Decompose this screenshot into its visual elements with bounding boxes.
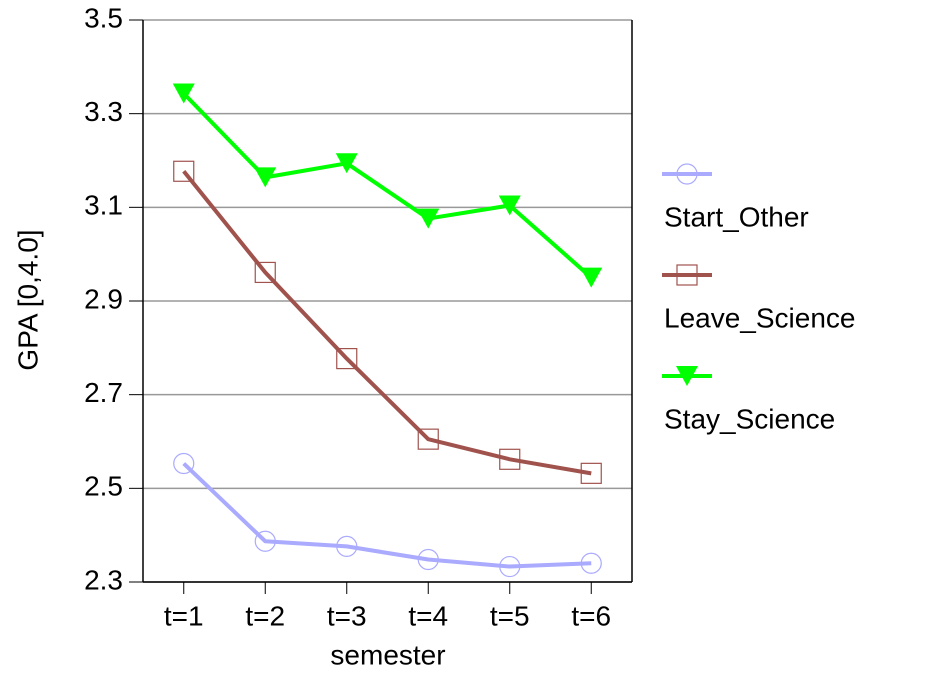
data-point (335, 153, 358, 174)
y-tick-label: 3.3 (84, 96, 123, 127)
series-line (182, 462, 592, 569)
data-point (417, 428, 439, 450)
legend-label: Stay_Science (664, 403, 835, 434)
series-line (182, 92, 593, 280)
data-point (580, 462, 602, 484)
y-tick-label: 2.5 (84, 471, 123, 502)
legend-marker (676, 366, 698, 386)
data-point (498, 195, 521, 216)
data-point (499, 448, 521, 470)
x-tick-label: t=1 (164, 600, 204, 631)
y-tick-label: 2.3 (84, 564, 123, 595)
x-axis-label: semester (330, 639, 445, 670)
y-tick-label: 3.1 (84, 190, 123, 221)
data-point (580, 267, 603, 288)
legend-marker (676, 163, 698, 185)
data-point (254, 167, 277, 188)
x-tick-label: t=6 (571, 600, 611, 631)
y-tick-label: 2.9 (84, 283, 123, 314)
legend-label: Leave_Science (664, 302, 855, 333)
y-axis-label: GPA [0,4.0] (12, 229, 43, 370)
data-point (580, 552, 602, 574)
legend-label: Start_Other (664, 201, 809, 232)
data-point (417, 208, 440, 229)
y-tick-label: 2.7 (84, 377, 123, 408)
data-point (336, 535, 358, 558)
data-point (254, 530, 276, 552)
y-tick-label: 3.5 (84, 2, 123, 33)
data-point (173, 160, 195, 182)
x-tick-label: t=5 (490, 600, 530, 631)
data-point (499, 555, 521, 578)
series-line (182, 170, 592, 476)
data-point (172, 83, 195, 104)
legend-marker (676, 264, 698, 286)
data-point (254, 261, 276, 284)
x-tick-label: t=4 (408, 600, 448, 631)
data-point (417, 548, 439, 571)
data-point (336, 348, 358, 370)
x-tick-label: t=3 (327, 600, 367, 631)
x-tick-label: t=2 (245, 600, 285, 631)
data-point (173, 452, 195, 475)
